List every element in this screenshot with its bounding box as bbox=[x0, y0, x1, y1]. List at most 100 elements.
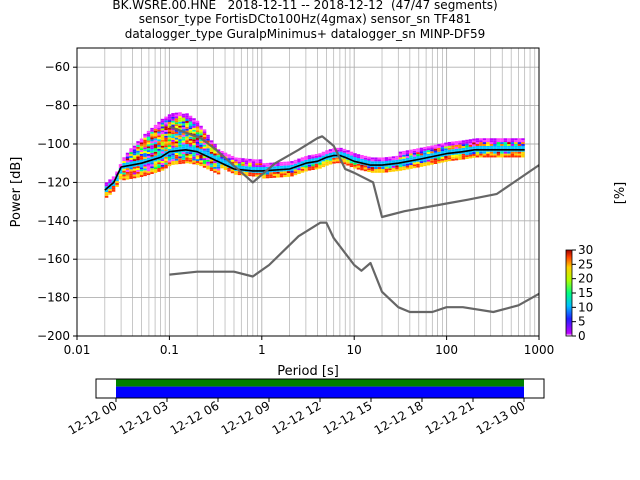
colorbar-tick-label: 0 bbox=[578, 329, 586, 343]
heatmap-cell bbox=[258, 165, 263, 168]
heatmap-cell bbox=[465, 141, 469, 144]
heatmap-cell bbox=[391, 163, 396, 166]
heatmap-cell bbox=[367, 160, 371, 163]
heatmap-cell bbox=[381, 163, 385, 166]
heatmap-cell bbox=[167, 123, 172, 126]
heatmap-cell bbox=[269, 162, 273, 165]
heatmap-cell bbox=[339, 147, 343, 150]
heatmap-cell bbox=[325, 163, 329, 166]
heatmap-cell bbox=[468, 156, 473, 159]
heatmap-cell bbox=[468, 144, 473, 147]
heatmap-cell bbox=[412, 162, 417, 165]
coverage-tick-label: 12-12 15 bbox=[321, 398, 375, 437]
heatmap-cell bbox=[146, 130, 151, 133]
heatmap-cell bbox=[384, 157, 389, 160]
heatmap-cell bbox=[318, 166, 322, 169]
heatmap-cell bbox=[150, 164, 154, 167]
heatmap-cell bbox=[223, 168, 228, 170]
heatmap-cell bbox=[458, 157, 462, 160]
heatmap-cell bbox=[111, 189, 116, 192]
heatmap-cell bbox=[447, 159, 452, 162]
heatmap-cell bbox=[255, 161, 259, 164]
heatmap-cell bbox=[307, 157, 312, 160]
heatmap-cell bbox=[479, 153, 483, 156]
coverage-tick-label: 12-12 12 bbox=[270, 398, 324, 437]
heatmap-cell bbox=[500, 144, 504, 146]
heatmap-cell bbox=[188, 138, 193, 141]
heatmap-cell bbox=[167, 154, 172, 157]
heatmap-cell bbox=[304, 169, 308, 172]
heatmap-cell bbox=[283, 173, 287, 176]
heatmap-cell bbox=[195, 120, 200, 123]
heatmap-cell bbox=[104, 193, 109, 196]
heatmap-cell bbox=[433, 158, 438, 161]
heatmap-cell bbox=[146, 132, 151, 135]
heatmap-cell bbox=[356, 154, 361, 157]
heatmap-cell bbox=[185, 157, 189, 160]
heatmap-cell bbox=[129, 169, 133, 172]
heatmap-cell bbox=[139, 167, 144, 170]
heatmap-cell bbox=[216, 162, 221, 165]
heatmap-cell bbox=[143, 135, 147, 138]
heatmap-cell bbox=[174, 143, 179, 146]
heatmap-cell bbox=[185, 126, 189, 129]
heatmap-cell bbox=[342, 152, 347, 155]
heatmap-cell bbox=[339, 149, 343, 152]
heatmap-cell bbox=[132, 176, 137, 179]
heatmap-cell bbox=[430, 149, 434, 152]
heatmap-cell bbox=[209, 165, 214, 168]
heatmap-cell bbox=[248, 158, 252, 161]
heatmap-cell bbox=[437, 149, 441, 152]
heatmap-cell bbox=[482, 155, 487, 158]
heatmap-cell bbox=[482, 153, 487, 156]
heatmap-cell bbox=[143, 153, 147, 155]
heatmap-cell bbox=[297, 158, 301, 161]
heatmap-cell bbox=[248, 162, 252, 165]
heatmap-cell bbox=[129, 157, 133, 160]
heatmap-cell bbox=[164, 158, 168, 161]
heatmap-cell bbox=[255, 174, 259, 177]
heatmap-cell bbox=[419, 151, 424, 154]
heatmap-cell bbox=[426, 146, 431, 149]
heatmap-cell bbox=[360, 160, 364, 163]
heatmap-cell bbox=[342, 148, 347, 151]
heatmap-cell bbox=[153, 167, 158, 170]
heatmap-cell bbox=[461, 153, 466, 156]
heatmap-cell bbox=[195, 130, 200, 133]
colorbar-tick-label: 30 bbox=[578, 243, 593, 257]
heatmap-cell bbox=[437, 157, 441, 160]
heatmap-cell bbox=[153, 130, 158, 133]
heatmap-cell bbox=[426, 148, 431, 151]
heatmap-cell bbox=[146, 165, 151, 168]
heatmap-cell bbox=[398, 151, 403, 154]
heatmap-cell bbox=[430, 145, 434, 148]
heatmap-cell bbox=[139, 159, 144, 162]
heatmap-cell bbox=[454, 146, 459, 149]
heatmap-cell bbox=[293, 173, 298, 176]
heatmap-cell bbox=[146, 138, 151, 141]
heatmap-cell bbox=[405, 152, 410, 155]
heatmap-cell bbox=[454, 154, 459, 157]
heatmap-cell bbox=[202, 137, 207, 139]
heatmap-cell bbox=[451, 158, 455, 161]
heatmap-cell bbox=[360, 158, 364, 161]
heatmap-cell bbox=[164, 154, 168, 157]
heatmap-cell bbox=[216, 168, 221, 171]
heatmap-cell bbox=[160, 164, 165, 167]
heatmap-cell bbox=[244, 160, 249, 163]
heatmap-cell bbox=[300, 170, 305, 173]
heatmap-cell bbox=[104, 195, 109, 198]
heatmap-cell bbox=[461, 144, 466, 147]
heatmap-cell bbox=[440, 151, 445, 153]
heatmap-cell bbox=[206, 163, 210, 166]
heatmap-cell bbox=[139, 144, 144, 147]
heatmap-cell bbox=[440, 154, 445, 157]
heatmap-cell bbox=[510, 145, 515, 148]
heatmap-cell bbox=[237, 173, 242, 176]
heatmap-cell bbox=[164, 120, 168, 123]
heatmap-cell bbox=[202, 158, 207, 161]
heatmap-cell bbox=[293, 163, 298, 166]
heatmap-cell bbox=[192, 158, 196, 161]
chart-title-line-3: datalogger_type GuralpMinimus+ datalogge… bbox=[124, 27, 486, 41]
heatmap-cell bbox=[129, 152, 133, 154]
